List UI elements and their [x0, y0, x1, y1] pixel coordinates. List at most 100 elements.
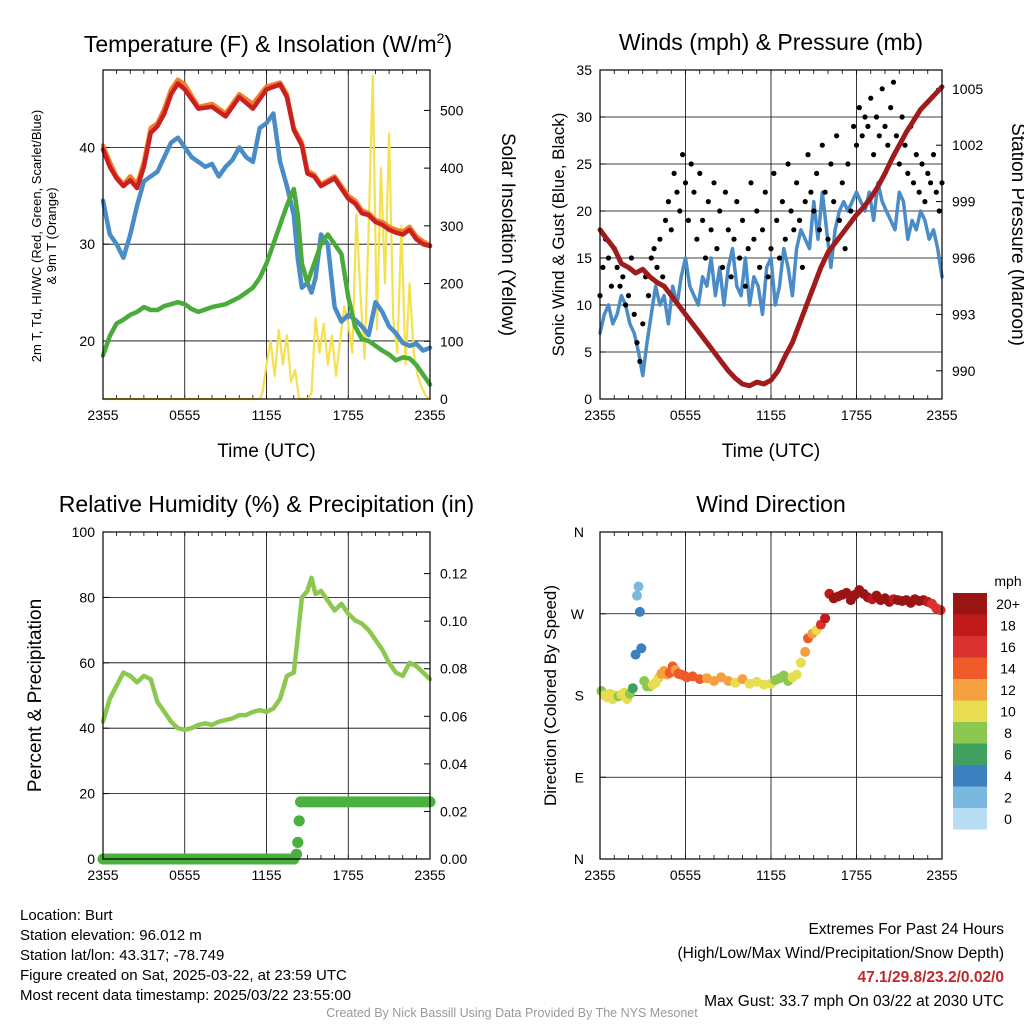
- y2-tick-label: 0.00: [440, 851, 467, 867]
- y2-axis-label: Station Pressure (Maroon): [1007, 123, 1024, 346]
- legend-swatch: [953, 786, 987, 808]
- gust-point: [711, 180, 717, 186]
- x-tick-label: 0555: [169, 407, 200, 423]
- x-axis-label: Time (UTC): [722, 441, 821, 462]
- legend-label: 20+: [996, 596, 1020, 612]
- y-tick-label: 0: [584, 391, 592, 407]
- gust-point: [625, 293, 632, 299]
- x-tick-label: 1155: [756, 407, 786, 423]
- gust-point: [905, 170, 911, 176]
- y-tick-label: E: [575, 769, 584, 785]
- legend-swatch: [953, 636, 987, 658]
- gust-point: [771, 170, 777, 176]
- station-elevation: Station elevation: 96.012 m: [20, 927, 202, 944]
- y-tick-label: 40: [79, 139, 95, 155]
- legend-label: 4: [1004, 768, 1012, 784]
- gust-point: [748, 180, 754, 186]
- chart-title: Wind Direction: [696, 491, 846, 517]
- direction-point: [800, 646, 811, 657]
- direction-point: [633, 581, 644, 592]
- legend-label: 18: [1000, 618, 1016, 634]
- gust-point: [893, 133, 900, 139]
- x-tick-label: 2355: [87, 407, 118, 423]
- plot-border: [599, 69, 943, 400]
- gust-point: [919, 161, 925, 167]
- legend-swatch: [953, 593, 987, 615]
- gust-point: [796, 217, 803, 223]
- extremes-box: Extremes For Past 24 Hours (High/Low/Max…: [678, 918, 1005, 1014]
- gust-point: [916, 189, 922, 195]
- humidity-precipitation-panel: 2355 0555 1155 1755 2355 Relative Humidity (%…: [25, 491, 474, 883]
- y-tick-label: 0: [87, 851, 95, 867]
- y-tick-label: 20: [576, 203, 592, 219]
- gust-point: [623, 302, 629, 308]
- x-tick-label: 2355: [414, 407, 445, 423]
- gust-point: [631, 311, 637, 317]
- x-tick-label: 2355: [584, 407, 615, 423]
- y-tick-label: S: [575, 688, 584, 704]
- gust-point: [694, 236, 700, 242]
- gust-point: [839, 180, 845, 186]
- direction-point: [636, 643, 647, 654]
- gust-point: [697, 170, 703, 176]
- gust-point: [845, 161, 851, 167]
- gust-point: [671, 170, 677, 176]
- gust-point: [896, 161, 902, 167]
- y2-tick-label: 1005: [952, 81, 983, 97]
- gust-point: [628, 255, 635, 261]
- y2-tick-label: 400: [440, 160, 464, 176]
- gust-point: [682, 180, 689, 186]
- wind-direction-panel: 2355 0555 1155 1755 2355 Wind Direction Direct…: [541, 491, 958, 883]
- gust-point: [802, 199, 808, 205]
- y-tick-label: 25: [576, 156, 592, 172]
- gust-point: [645, 293, 652, 299]
- gust-point: [654, 264, 660, 270]
- x-tick-label: 0555: [670, 867, 701, 883]
- gust-point: [933, 189, 939, 195]
- plot-border: [102, 531, 431, 860]
- direction-point: [791, 669, 802, 680]
- gust-point: [759, 227, 766, 233]
- relative-humidity-line: [100, 575, 433, 733]
- x-tick-label: 1155: [251, 867, 281, 883]
- gust-point: [805, 152, 811, 158]
- figure-created: Figure created on Sat, 2025-03-22, at 23…: [20, 967, 347, 984]
- gust-point: [605, 255, 612, 261]
- gust-point: [702, 255, 709, 261]
- station-location: Location: Burt: [20, 907, 113, 924]
- direction-point: [627, 683, 638, 694]
- y-axis-label: Sonic Wind & Gust (Blue, Black): [549, 113, 568, 357]
- gust-point: [768, 246, 774, 252]
- gust-point: [853, 142, 860, 148]
- gust-point: [725, 227, 731, 233]
- chart-title: Winds (mph) & Pressure (mb): [619, 29, 923, 55]
- gust-point: [662, 217, 669, 223]
- gust-point: [665, 199, 672, 205]
- y2-tick-label: 0: [440, 391, 448, 407]
- gust-point: [734, 199, 740, 205]
- gust-point: [617, 283, 623, 289]
- gust-point: [890, 79, 897, 85]
- extremes-title: Extremes For Past 24 Hours: [808, 921, 1004, 938]
- gust-point: [742, 283, 749, 289]
- gust-point: [779, 199, 786, 205]
- x-tick-label: 2355: [87, 867, 118, 883]
- legend-label: 16: [1000, 639, 1016, 655]
- y2-tick-label: 0.12: [440, 566, 467, 582]
- gust-point: [745, 246, 751, 252]
- gust-point: [871, 152, 877, 158]
- y2-tick-label: 100: [440, 333, 464, 349]
- y2-tick-label: 0.08: [440, 661, 467, 677]
- gust-point: [819, 142, 825, 148]
- legend-swatch: [953, 657, 987, 679]
- wind-speed-legend: mph 20+ 18 16 14 12 10 8 6 4 2 0: [953, 573, 1022, 830]
- gust-point: [828, 161, 834, 167]
- precip-point: [291, 848, 302, 860]
- legend-label: 8: [1004, 725, 1012, 741]
- y2-tick-label: 993: [952, 306, 976, 322]
- chart-title: Relative Humidity (%) & Precipitation (i…: [59, 491, 474, 517]
- gust-point: [788, 208, 794, 214]
- x-tick-label: 1155: [756, 867, 786, 883]
- temperature-y-label-line1: 2m T, Td, HI/WC (Red, Green, Scarlet/Blu…: [29, 110, 44, 362]
- gust-point: [608, 283, 615, 289]
